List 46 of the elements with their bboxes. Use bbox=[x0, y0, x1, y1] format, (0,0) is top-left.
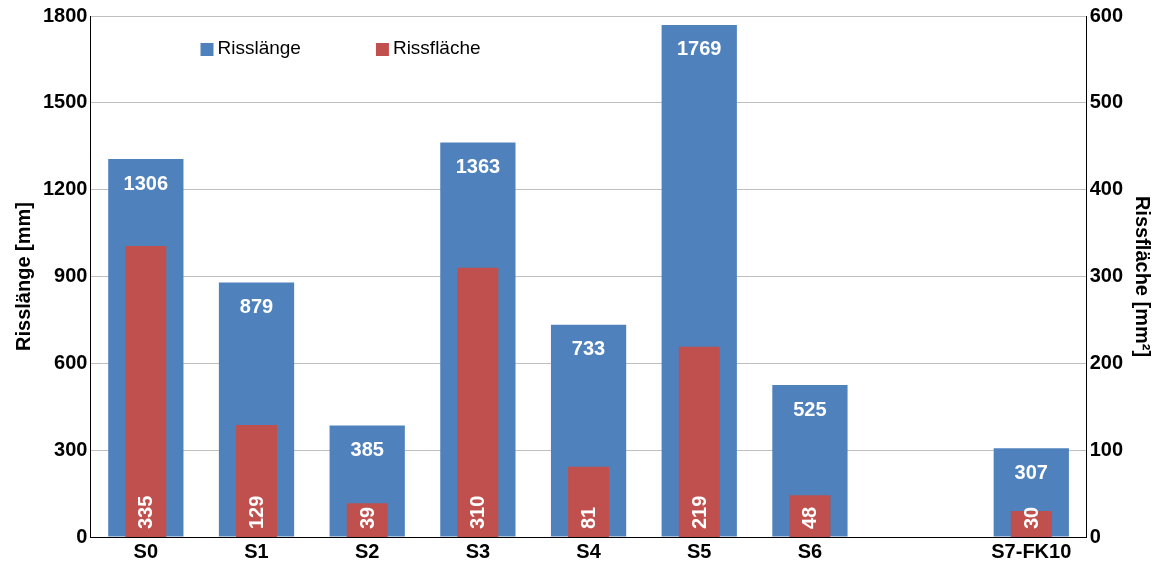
data-label: 879 bbox=[239, 295, 274, 318]
y-axis-title: Risslänge [mm] bbox=[11, 202, 34, 351]
x-tick-label: S7-FK10 bbox=[991, 539, 1072, 562]
bar bbox=[457, 267, 499, 537]
data-label: 1306 bbox=[123, 171, 169, 194]
y2-tick-label: 300 bbox=[1089, 264, 1124, 287]
bar bbox=[678, 346, 720, 537]
bar bbox=[568, 466, 610, 537]
y-tick-label: 0 bbox=[76, 524, 88, 547]
y2-tick-label: 0 bbox=[1089, 524, 1101, 547]
legend-label: Risslänge bbox=[217, 37, 301, 59]
y2-tick-label: 500 bbox=[1089, 90, 1124, 113]
data-label: 733 bbox=[571, 337, 606, 360]
x-tick-label: S2 bbox=[354, 539, 380, 562]
y-tick-label: 1800 bbox=[42, 3, 88, 26]
data-label: 30 bbox=[1019, 506, 1042, 529]
y2-axis-title: Rissfläche [mm²] bbox=[1132, 195, 1155, 358]
x-tick-label: S3 bbox=[465, 539, 491, 562]
y2-tick-label: 400 bbox=[1089, 177, 1124, 200]
data-label: 310 bbox=[466, 495, 489, 529]
y2-tick-label: 100 bbox=[1089, 437, 1124, 460]
data-label: 385 bbox=[350, 438, 384, 461]
data-label: 39 bbox=[355, 506, 378, 529]
data-label: 1769 bbox=[676, 37, 722, 60]
y-tick-label: 1500 bbox=[42, 90, 88, 113]
y2-tick-label: 600 bbox=[1089, 3, 1124, 26]
bar bbox=[236, 424, 277, 537]
data-label: 129 bbox=[245, 495, 268, 529]
x-tick-label: S6 bbox=[797, 539, 823, 562]
y-tick-label: 300 bbox=[54, 437, 88, 460]
legend-label: Rissfläche bbox=[392, 37, 481, 59]
x-tick-label: S4 bbox=[576, 539, 602, 562]
data-label: 307 bbox=[1014, 460, 1048, 483]
data-label: 335 bbox=[134, 495, 157, 529]
y-tick-label: 600 bbox=[54, 350, 88, 373]
y-tick-label: 1200 bbox=[42, 177, 88, 200]
y2-tick-label: 200 bbox=[1089, 350, 1124, 373]
y-tick-label: 900 bbox=[54, 264, 88, 287]
x-tick-label: S5 bbox=[687, 539, 712, 562]
data-label: 219 bbox=[687, 495, 710, 529]
data-label: 1363 bbox=[455, 155, 501, 177]
x-tick-label: S0 bbox=[133, 539, 159, 562]
x-tick-label: S1 bbox=[244, 539, 269, 562]
data-label: 48 bbox=[798, 506, 821, 529]
data-label: 81 bbox=[577, 506, 600, 529]
data-label: 525 bbox=[793, 397, 827, 420]
